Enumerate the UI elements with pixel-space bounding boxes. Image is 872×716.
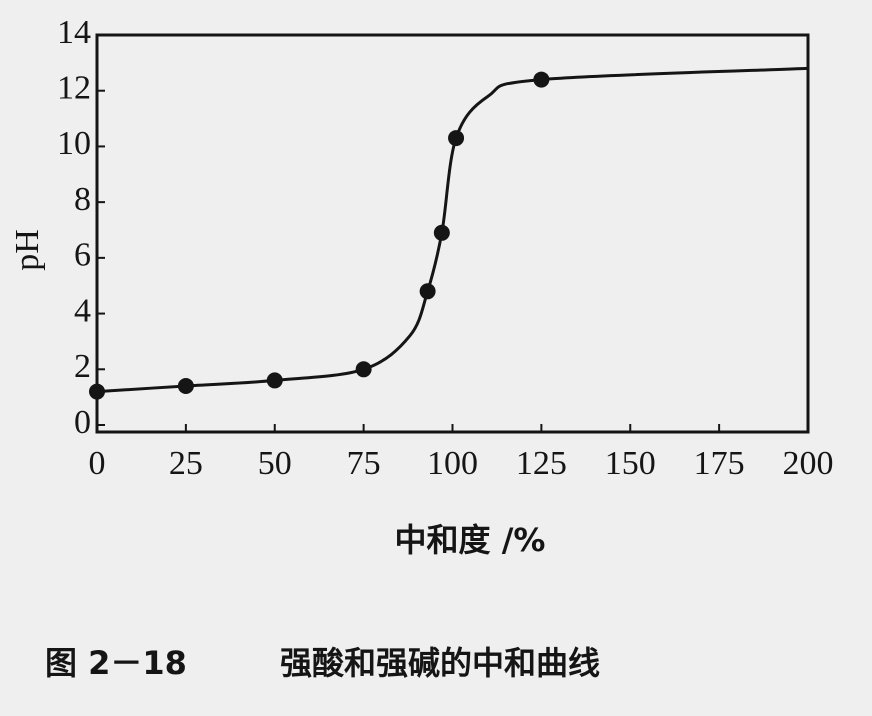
- x-tick-label: 75: [347, 445, 381, 482]
- y-tick-label: 14: [57, 14, 91, 51]
- figure-number: 图 2－18: [45, 644, 187, 682]
- y-tick-label: 0: [74, 404, 91, 441]
- data-point: [533, 71, 550, 88]
- y-tick-label: 2: [74, 348, 91, 385]
- x-tick-label: 175: [694, 445, 745, 482]
- y-tick-label: 6: [74, 237, 91, 274]
- data-point: [433, 224, 450, 241]
- y-tick-label: 12: [57, 70, 91, 107]
- data-point: [177, 378, 194, 394]
- data-point: [419, 283, 436, 300]
- x-tick-label: 25: [169, 445, 203, 482]
- y-tick-label: 8: [74, 181, 91, 218]
- y-axis-label: pH: [9, 229, 46, 271]
- data-point: [266, 372, 283, 389]
- data-point: [448, 130, 465, 147]
- y-tick-label: 4: [74, 292, 91, 329]
- x-tick-label: 150: [605, 445, 656, 482]
- data-point: [89, 383, 105, 400]
- figure-caption: 强酸和强碱的中和曲线: [280, 644, 600, 682]
- x-tick-label: 100: [427, 445, 478, 482]
- y-tick-label: 10: [57, 125, 91, 162]
- x-axis-label: 中和度 /%: [395, 521, 546, 559]
- x-tick-label: 200: [783, 445, 834, 482]
- x-tick-label: 125: [516, 445, 567, 482]
- x-tick-label: 0: [89, 445, 106, 482]
- data-point: [355, 361, 372, 378]
- x-tick-label: 50: [258, 445, 292, 482]
